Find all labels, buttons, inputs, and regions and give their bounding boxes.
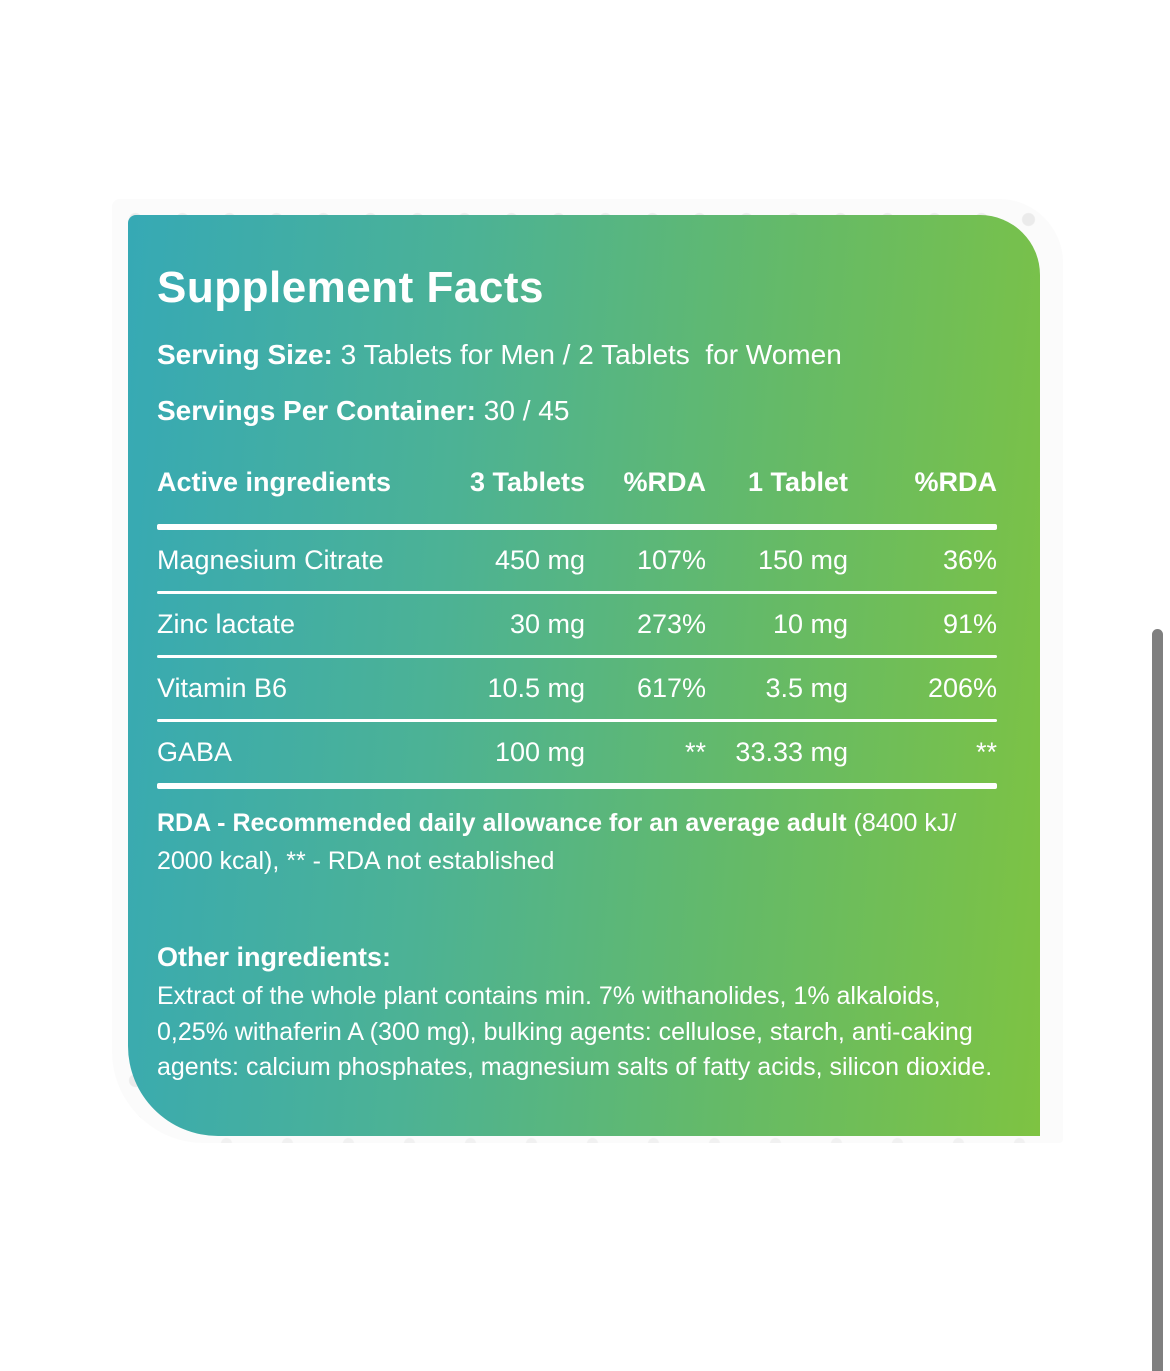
rda-1-tablet: ** bbox=[975, 737, 997, 767]
rda-1-tablet: 36% bbox=[942, 545, 997, 575]
vertical-scrollbar-thumb[interactable] bbox=[1152, 629, 1163, 1371]
table-row: Zinc lactate 30 mg 273% 10 mg 91% bbox=[157, 594, 997, 655]
rda-3-tablets: 273% bbox=[636, 609, 706, 639]
other-ingredients-text: Extract of the whole plant contains min.… bbox=[157, 982, 993, 1081]
amount-3-tablets: 450 mg bbox=[494, 545, 585, 575]
table-row: Magnesium Citrate 450 mg 107% 150 mg 36% bbox=[157, 530, 997, 591]
amount-3-tablets: 30 mg bbox=[509, 609, 585, 639]
rda-3-tablets: ** bbox=[684, 737, 706, 767]
servings-label: Servings Per Container: bbox=[157, 395, 476, 426]
rda-footnote-regular: (8400 kJ/ 2000 kcal), ** - RDA not estab… bbox=[157, 809, 957, 875]
ingredient-name: Magnesium Citrate bbox=[157, 545, 384, 575]
ingredient-name: GABA bbox=[157, 737, 233, 767]
amount-1-tablet: 150 mg bbox=[757, 545, 848, 575]
header-active-ingredients: Active ingredients bbox=[157, 467, 392, 497]
row-divider bbox=[157, 591, 997, 594]
ingredients-table: Active ingredients 3 Tablets %RDA 1 Tabl… bbox=[157, 467, 997, 789]
rda-1-tablet: 91% bbox=[942, 609, 997, 639]
header-rda-3: %RDA bbox=[623, 467, 706, 497]
amount-3-tablets: 100 mg bbox=[494, 737, 585, 767]
rda-3-tablets: 107% bbox=[636, 545, 706, 575]
serving-size-label: Serving Size: bbox=[157, 339, 333, 370]
table-body: Magnesium Citrate 450 mg 107% 150 mg 36%… bbox=[157, 530, 997, 789]
table-header-row: Active ingredients 3 Tablets %RDA 1 Tabl… bbox=[157, 467, 997, 498]
servings-per-container-line: Servings Per Container: 30 / 45 bbox=[157, 395, 997, 427]
other-ingredients-section: Other ingredients: Extract of the whole … bbox=[157, 942, 997, 1086]
serving-size-line: Serving Size: 3 Tablets for Men / 2 Tabl… bbox=[157, 339, 997, 371]
ingredient-name: Vitamin B6 bbox=[157, 673, 288, 703]
rda-3-tablets: 617% bbox=[636, 673, 706, 703]
amount-1-tablet: 3.5 mg bbox=[765, 673, 848, 703]
row-divider bbox=[157, 719, 997, 722]
table-row: Vitamin B6 10.5 mg 617% 3.5 mg 206% bbox=[157, 658, 997, 719]
supplement-facts-label: Supplement Facts Serving Size: 3 Tablets… bbox=[128, 215, 1040, 1136]
header-divider bbox=[157, 524, 997, 530]
serving-size-value: 3 Tablets for Men / 2 Tablets for Women bbox=[332, 339, 842, 370]
amount-1-tablet: 33.33 mg bbox=[735, 737, 848, 767]
other-ingredients-heading: Other ingredients: bbox=[157, 942, 392, 972]
rda-footnote: RDA - Recommended daily allowance for an… bbox=[157, 805, 997, 880]
rda-footnote-bold: RDA - Recommended daily allowance for an… bbox=[157, 809, 847, 837]
table-row: GABA 100 mg ** 33.33 mg ** bbox=[157, 722, 997, 783]
label-title: Supplement Facts bbox=[157, 263, 544, 312]
amount-1-tablet: 10 mg bbox=[772, 609, 848, 639]
header-3-tablets: 3 Tablets bbox=[469, 467, 585, 497]
row-divider bbox=[157, 655, 997, 658]
table-bottom-divider bbox=[157, 783, 997, 789]
header-1-tablet: 1 Tablet bbox=[747, 467, 848, 497]
amount-3-tablets: 10.5 mg bbox=[487, 673, 585, 703]
ingredient-name: Zinc lactate bbox=[157, 609, 296, 639]
header-rda-1: %RDA bbox=[914, 467, 997, 497]
rda-1-tablet: 206% bbox=[927, 673, 997, 703]
servings-value: 30 / 45 bbox=[475, 395, 570, 426]
